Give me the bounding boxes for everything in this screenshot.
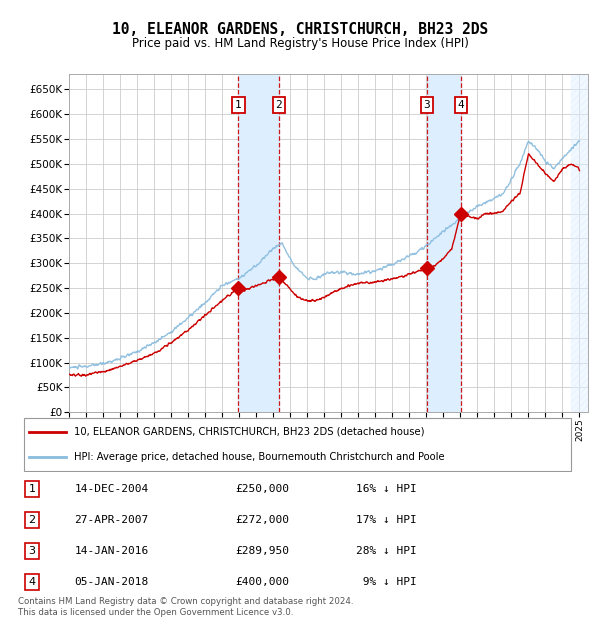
Bar [238,74,279,412]
Text: 10, ELEANOR GARDENS, CHRISTCHURCH, BH23 2DS (detached house): 10, ELEANOR GARDENS, CHRISTCHURCH, BH23 … [74,427,425,436]
Text: £250,000: £250,000 [235,484,289,494]
Text: HPI: Average price, detached house, Bournemouth Christchurch and Poole: HPI: Average price, detached house, Bour… [74,453,445,463]
Text: 4: 4 [29,577,35,587]
Text: 3: 3 [424,100,430,110]
Text: 9% ↓ HPI: 9% ↓ HPI [356,577,417,587]
Text: 3: 3 [29,546,35,556]
Bar [427,74,461,412]
Text: 1: 1 [235,100,242,110]
Text: 14-JAN-2016: 14-JAN-2016 [74,546,149,556]
Text: 14-DEC-2004: 14-DEC-2004 [74,484,149,494]
Text: 2: 2 [275,100,282,110]
Text: 17% ↓ HPI: 17% ↓ HPI [356,515,417,525]
Text: £272,000: £272,000 [235,515,289,525]
Text: 16% ↓ HPI: 16% ↓ HPI [356,484,417,494]
Bar [571,74,588,412]
Text: 10, ELEANOR GARDENS, CHRISTCHURCH, BH23 2DS: 10, ELEANOR GARDENS, CHRISTCHURCH, BH23 … [112,22,488,37]
Text: 28% ↓ HPI: 28% ↓ HPI [356,546,417,556]
Text: 27-APR-2007: 27-APR-2007 [74,515,149,525]
Text: 05-JAN-2018: 05-JAN-2018 [74,577,149,587]
Text: £400,000: £400,000 [235,577,289,587]
Text: Price paid vs. HM Land Registry's House Price Index (HPI): Price paid vs. HM Land Registry's House … [131,37,469,50]
FancyBboxPatch shape [23,418,571,471]
Text: 2: 2 [29,515,35,525]
Text: Contains HM Land Registry data © Crown copyright and database right 2024.
This d: Contains HM Land Registry data © Crown c… [18,598,353,617]
Text: 1: 1 [29,484,35,494]
Text: 4: 4 [457,100,464,110]
Text: £289,950: £289,950 [235,546,289,556]
